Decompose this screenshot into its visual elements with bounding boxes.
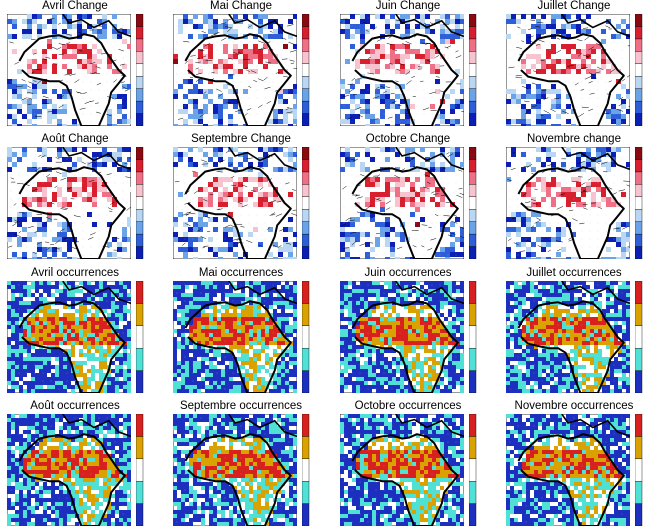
colorbar bbox=[302, 147, 310, 259]
map-plot bbox=[7, 414, 131, 526]
colorbar bbox=[302, 14, 310, 126]
panel-octobre-occurrences: Octobre occurrences bbox=[333, 400, 497, 532]
colorbar bbox=[136, 281, 144, 393]
colorbar bbox=[635, 414, 643, 526]
colorbar bbox=[635, 147, 643, 259]
panel-avril-change: Avril Change bbox=[0, 0, 164, 132]
map-plot bbox=[340, 414, 464, 526]
panel-juillet-change: Juillet Change bbox=[499, 0, 658, 132]
panel-title: Octobre Change bbox=[333, 133, 483, 146]
map-plot bbox=[340, 147, 464, 259]
panel-title: Avril Change bbox=[0, 0, 150, 13]
panel-aout-occurrences: Août occurrences bbox=[0, 400, 164, 532]
map-plot bbox=[506, 281, 630, 393]
panel-title: Novembre occurrences bbox=[499, 400, 649, 413]
panel-septembre-change: Septembre Change bbox=[166, 133, 330, 265]
map-plot bbox=[7, 281, 131, 393]
panel-title: Septembre occurrences bbox=[166, 400, 316, 413]
panel-title: Juin Change bbox=[333, 0, 483, 13]
map-plot bbox=[506, 147, 630, 259]
colorbar bbox=[136, 14, 144, 126]
panel-novembre-occurrences: Novembre occurrences bbox=[499, 400, 658, 532]
colorbar bbox=[469, 281, 477, 393]
panel-title: Mai occurrences bbox=[166, 267, 316, 280]
colorbar bbox=[136, 147, 144, 259]
map-plot bbox=[340, 281, 464, 393]
panel-title: Juin occurrences bbox=[333, 267, 483, 280]
colorbar bbox=[136, 414, 144, 526]
panel-title: Juillet occurrences bbox=[499, 267, 649, 280]
colorbar bbox=[469, 14, 477, 126]
colorbar bbox=[635, 14, 643, 126]
colorbar bbox=[635, 281, 643, 393]
colorbar bbox=[469, 147, 477, 259]
map-plot bbox=[340, 14, 464, 126]
map-plot bbox=[506, 414, 630, 526]
panel-juin-occurrences: Juin occurrences bbox=[333, 267, 497, 399]
colorbar bbox=[469, 414, 477, 526]
panel-title: Août occurrences bbox=[0, 400, 150, 413]
map-plot bbox=[506, 14, 630, 126]
panel-octobre-change: Octobre Change bbox=[333, 133, 497, 265]
map-plot bbox=[173, 414, 297, 526]
map-plot bbox=[173, 281, 297, 393]
map-plot bbox=[173, 147, 297, 259]
panel-juin-change: Juin Change bbox=[333, 0, 497, 132]
map-plot bbox=[7, 147, 131, 259]
panel-avril-occurrences: Avril occurrences bbox=[0, 267, 164, 399]
colorbar bbox=[302, 414, 310, 526]
panel-title: Mai Change bbox=[166, 0, 316, 13]
panel-title: Juillet Change bbox=[499, 0, 649, 13]
panel-aout-change: Août Change bbox=[0, 133, 164, 265]
panel-title: Avril occurrences bbox=[0, 267, 150, 280]
panel-novembre-change: Novembre change bbox=[499, 133, 658, 265]
panel-mai-occurrences: Mai occurrences bbox=[166, 267, 330, 399]
panel-title: Octobre occurrences bbox=[333, 400, 483, 413]
panel-title: Novembre change bbox=[499, 133, 649, 146]
panel-title: Septembre Change bbox=[166, 133, 316, 146]
panel-title: Août Change bbox=[0, 133, 150, 146]
colorbar bbox=[302, 281, 310, 393]
panel-juillet-occurrences: Juillet occurrences bbox=[499, 267, 658, 399]
panel-septembre-occurrences: Septembre occurrences bbox=[166, 400, 330, 532]
map-plot bbox=[7, 14, 131, 126]
panel-mai-change: Mai Change bbox=[166, 0, 330, 132]
map-plot bbox=[173, 14, 297, 126]
